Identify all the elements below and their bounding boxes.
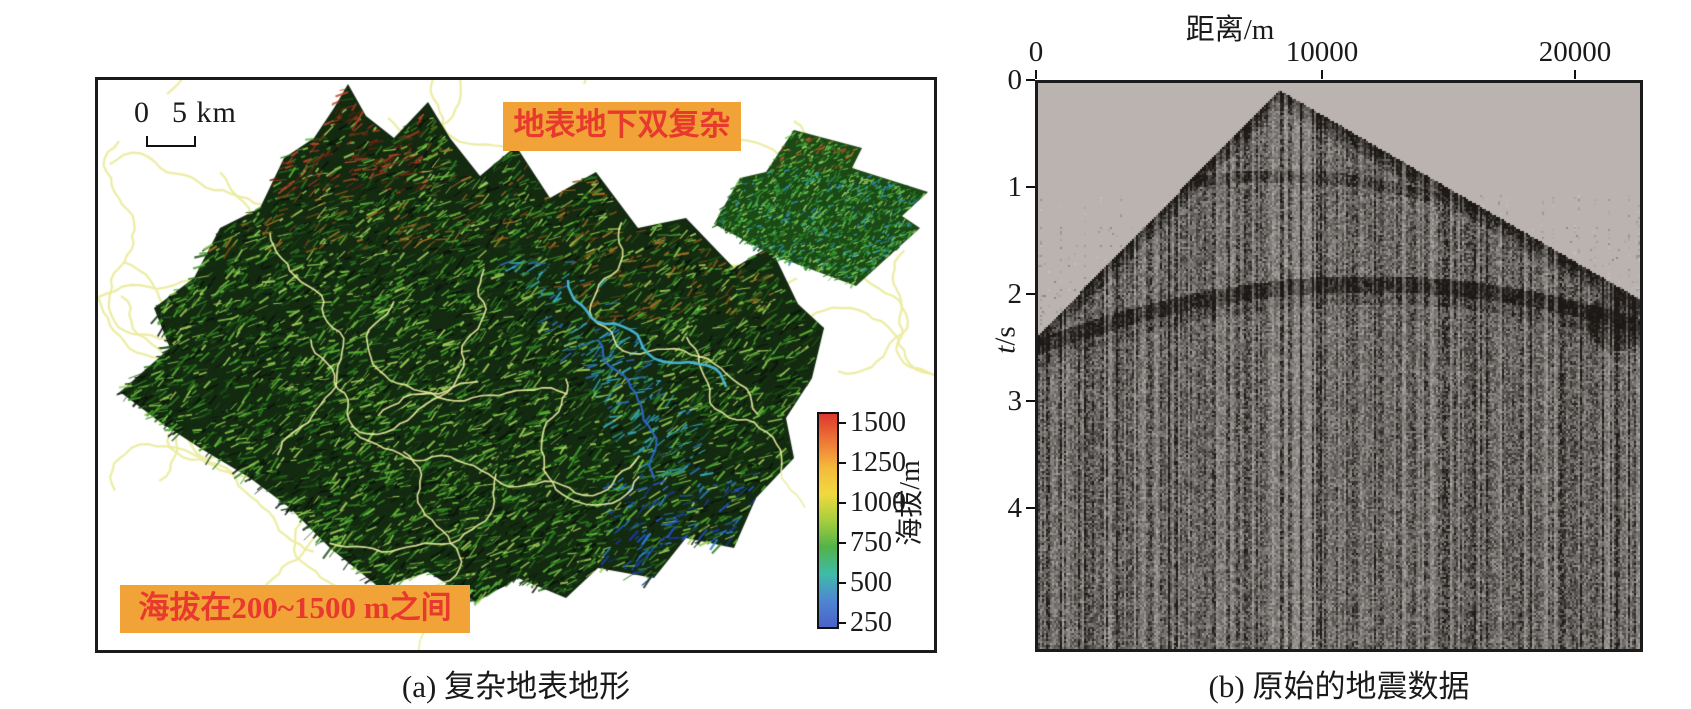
y-tick-label: 3 [1007, 385, 1023, 417]
x-axis-title: 距离/m [1185, 14, 1275, 46]
x-tick-mark [1574, 70, 1576, 79]
x-tick-mark [1321, 70, 1323, 79]
colorbar-tick [839, 582, 846, 584]
colorbar-tick-label: 1000 [850, 487, 906, 518]
y-tick-mark [1026, 186, 1035, 188]
y-tick-mark [1026, 79, 1035, 81]
y-axis-title-unit: /s [989, 326, 1022, 346]
y-axis-title-variable: t [989, 345, 1022, 354]
colorbar-tick-label: 750 [850, 527, 892, 558]
colorbar-tick [839, 622, 846, 624]
x-tick-label: 10000 [1285, 36, 1359, 68]
colorbar-tick-label: 1250 [850, 447, 906, 478]
colorbar-tick-label: 1500 [850, 407, 906, 438]
annotation-surface-subsurface: 地表地下双复杂 [503, 102, 741, 151]
colorbar-tick [839, 422, 846, 424]
colorbar-tick [839, 502, 846, 504]
colorbar [817, 412, 839, 629]
caption-panel-a: (a) 复杂地表地形 [401, 669, 631, 704]
scale-bar-bracket [146, 136, 196, 147]
y-axis-title: t/s [990, 326, 1023, 353]
terrain-inset-map-image [706, 126, 932, 292]
colorbar-tick-label: 250 [850, 607, 892, 638]
y-tick-label: 0 [1007, 64, 1023, 96]
panel-b-seismic-box [1035, 80, 1643, 652]
y-tick-label: 4 [1007, 492, 1023, 524]
y-tick-label: 1 [1007, 171, 1023, 203]
scale-bar-five-km: 5 km [172, 96, 237, 129]
scale-bar-label: 0 5 km [134, 96, 237, 130]
y-tick-mark [1026, 293, 1035, 295]
colorbar-tick-label: 500 [850, 567, 892, 598]
colorbar-tick [839, 462, 846, 464]
colorbar-tick [839, 542, 846, 544]
scale-bar-zero: 0 [134, 96, 150, 129]
caption-panel-b: (b) 原始的地震数据 [1208, 669, 1470, 704]
y-tick-mark [1026, 400, 1035, 402]
x-tick-mark [1035, 70, 1037, 79]
x-tick-label: 0 [1028, 36, 1044, 68]
x-tick-label: 20000 [1538, 36, 1612, 68]
seismic-shot-gather-image [1038, 83, 1640, 649]
annotation-elevation-range: 海拔在200~1500 m之间 [120, 585, 470, 633]
y-tick-label: 2 [1007, 278, 1023, 310]
colorbar-title: 海拔/m [895, 460, 926, 546]
y-tick-mark [1026, 507, 1035, 509]
